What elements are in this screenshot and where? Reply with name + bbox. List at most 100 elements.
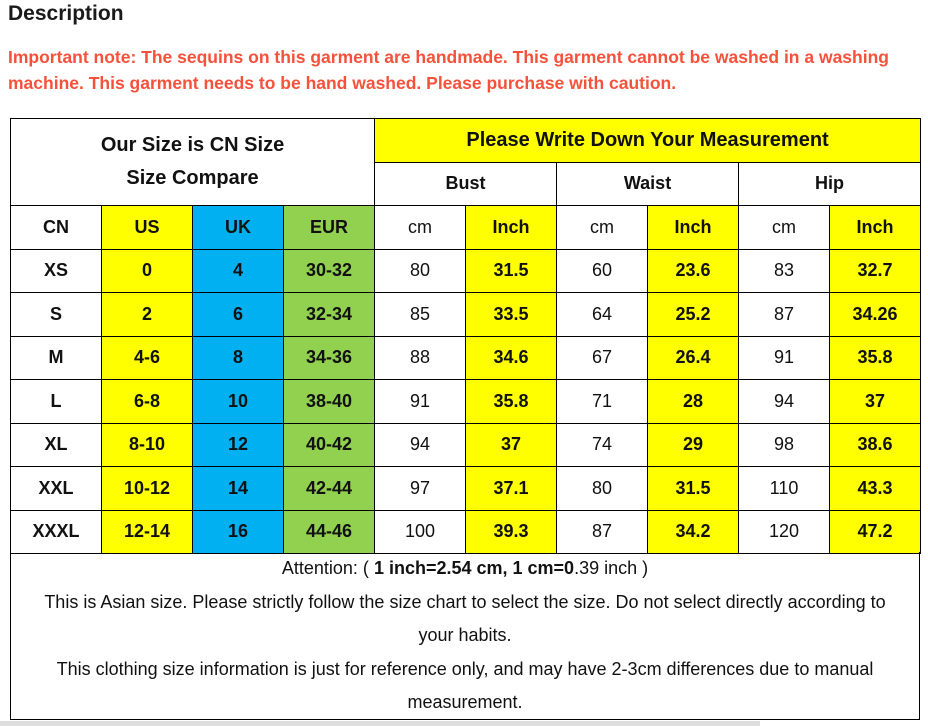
table-cell: 94 xyxy=(738,379,831,424)
table-cell: 34.6 xyxy=(465,335,558,380)
table-cell: 67 xyxy=(556,335,649,380)
group-header-waist: Waist xyxy=(556,161,740,206)
table-row: M 4-6 8 34-36 88 34.6 67 26.4 91 35.8 xyxy=(10,335,922,380)
table-cell: 37.1 xyxy=(465,466,558,511)
column-header: cm xyxy=(556,205,649,250)
table-cell: 97 xyxy=(374,466,467,511)
table-cell: 100 xyxy=(374,509,467,554)
table-cell: 10-12 xyxy=(101,466,193,511)
table-row: XL 8-10 12 40-42 94 37 74 29 98 38.6 xyxy=(10,422,922,467)
column-header: Inch xyxy=(647,205,740,250)
table-cell: 26.4 xyxy=(647,335,740,380)
table-cell: 64 xyxy=(556,292,649,337)
table-cell: 43.3 xyxy=(829,466,922,511)
attention-suffix: .39 inch ) xyxy=(574,558,649,578)
table-cell: 83 xyxy=(738,248,831,293)
table-cell: 14 xyxy=(192,466,284,511)
column-header: CN xyxy=(10,205,102,250)
table-cell: S xyxy=(10,292,102,337)
table-row: L 6-8 10 38-40 91 35.8 71 28 94 37 xyxy=(10,379,922,424)
table-cell: 12 xyxy=(192,422,284,467)
table-cell: XXXL xyxy=(10,509,102,554)
table-cell: XXL xyxy=(10,466,102,511)
column-header: cm xyxy=(374,205,467,250)
table-cell: 38.6 xyxy=(829,422,922,467)
table-cell: 91 xyxy=(374,379,467,424)
table-cell: 35.8 xyxy=(465,379,558,424)
table-cell: 44-46 xyxy=(282,509,376,554)
size-compare-header: Our Size is CN Size Size Compare xyxy=(9,118,376,206)
table-cell: 32-34 xyxy=(282,292,376,337)
table-cell: L xyxy=(10,379,102,424)
column-header: EUR xyxy=(282,205,376,250)
table-cell: 31.5 xyxy=(465,248,558,293)
table-cell: 74 xyxy=(556,422,649,467)
table-cell: 60 xyxy=(556,248,649,293)
table-cell: 16 xyxy=(192,509,284,554)
table-cell: 120 xyxy=(738,509,831,554)
table-row: XXL 10-12 14 42-44 97 37.1 80 31.5 110 43.3 xyxy=(10,466,922,511)
table-cell: 91 xyxy=(738,335,831,380)
table-cell: 47.2 xyxy=(829,509,922,554)
table-cell: 10 xyxy=(192,379,284,424)
section-title: Description xyxy=(8,2,124,25)
column-header: Inch xyxy=(465,205,558,250)
table-cell: 35.8 xyxy=(829,335,922,380)
column-header: US xyxy=(101,205,193,250)
table-cell: 6 xyxy=(192,292,284,337)
table-cell: 34.26 xyxy=(829,292,922,337)
table-cell: 80 xyxy=(374,248,467,293)
table-cell: 42-44 xyxy=(282,466,376,511)
table-cell: 88 xyxy=(374,335,467,380)
table-cell: 4-6 xyxy=(101,335,193,380)
column-header: cm xyxy=(738,205,831,250)
table-cell: 6-8 xyxy=(101,379,193,424)
table-cell: 98 xyxy=(738,422,831,467)
table-cell: 34.2 xyxy=(647,509,740,554)
table-cell: 71 xyxy=(556,379,649,424)
table-cell: 31.5 xyxy=(647,466,740,511)
reference-note: This clothing size information is just f… xyxy=(56,658,874,713)
table-cell: XL xyxy=(10,422,102,467)
size-chart-table: Our Size is CN Size Size Compare Please W… xyxy=(9,118,922,554)
important-note: Important note: The sequins on this garm… xyxy=(8,47,889,93)
image-edge xyxy=(0,721,760,726)
column-header: UK xyxy=(192,205,284,250)
size-compare-line2: Size Compare xyxy=(126,167,259,189)
group-header-hip: Hip xyxy=(738,161,922,206)
attention-prefix: Attention: ( xyxy=(281,558,374,578)
table-cell: 37 xyxy=(465,422,558,467)
table-cell: 40-42 xyxy=(282,422,376,467)
table-cell: 87 xyxy=(738,292,831,337)
table-cell: 12-14 xyxy=(101,509,193,554)
size-compare-line1: Our Size is CN Size xyxy=(100,134,285,156)
table-cell: 8 xyxy=(192,335,284,380)
table-cell: 87 xyxy=(556,509,649,554)
column-header: Inch xyxy=(829,205,922,250)
size-notes: Attention: ( 1 inch=2.54 cm, 1 cm=0.39 i… xyxy=(10,552,920,720)
table-cell: 32.7 xyxy=(829,248,922,293)
table-cell: 8-10 xyxy=(101,422,193,467)
table-cell: 33.5 xyxy=(465,292,558,337)
table-cell: 39.3 xyxy=(465,509,558,554)
measurement-header: Please Write Down Your Measurement xyxy=(374,118,922,163)
table-cell: 85 xyxy=(374,292,467,337)
table-cell: 25.2 xyxy=(647,292,740,337)
table-cell: 80 xyxy=(556,466,649,511)
table-cell: XS xyxy=(10,248,102,293)
table-cell: 37 xyxy=(829,379,922,424)
table-row: S 2 6 32-34 85 33.5 64 25.2 87 34.26 xyxy=(10,292,922,337)
table-row: XXXL 12-14 16 44-46 100 39.3 87 34.2 120 47.2 xyxy=(10,509,922,554)
table-cell: 0 xyxy=(101,248,193,293)
table-cell: 28 xyxy=(647,379,740,424)
asian-size-note: This is Asian size. Please strictly foll… xyxy=(44,591,886,646)
table-cell: 29 xyxy=(647,422,740,467)
table-cell: 94 xyxy=(374,422,467,467)
table-cell: 4 xyxy=(192,248,284,293)
table-cell: 23.6 xyxy=(647,248,740,293)
table-cell: 110 xyxy=(738,466,831,511)
group-header-bust: Bust xyxy=(374,161,558,206)
attention-conversion: 1 inch=2.54 cm, 1 cm=0 xyxy=(373,558,575,578)
table-cell: 2 xyxy=(101,292,193,337)
table-cell: 30-32 xyxy=(282,248,376,293)
